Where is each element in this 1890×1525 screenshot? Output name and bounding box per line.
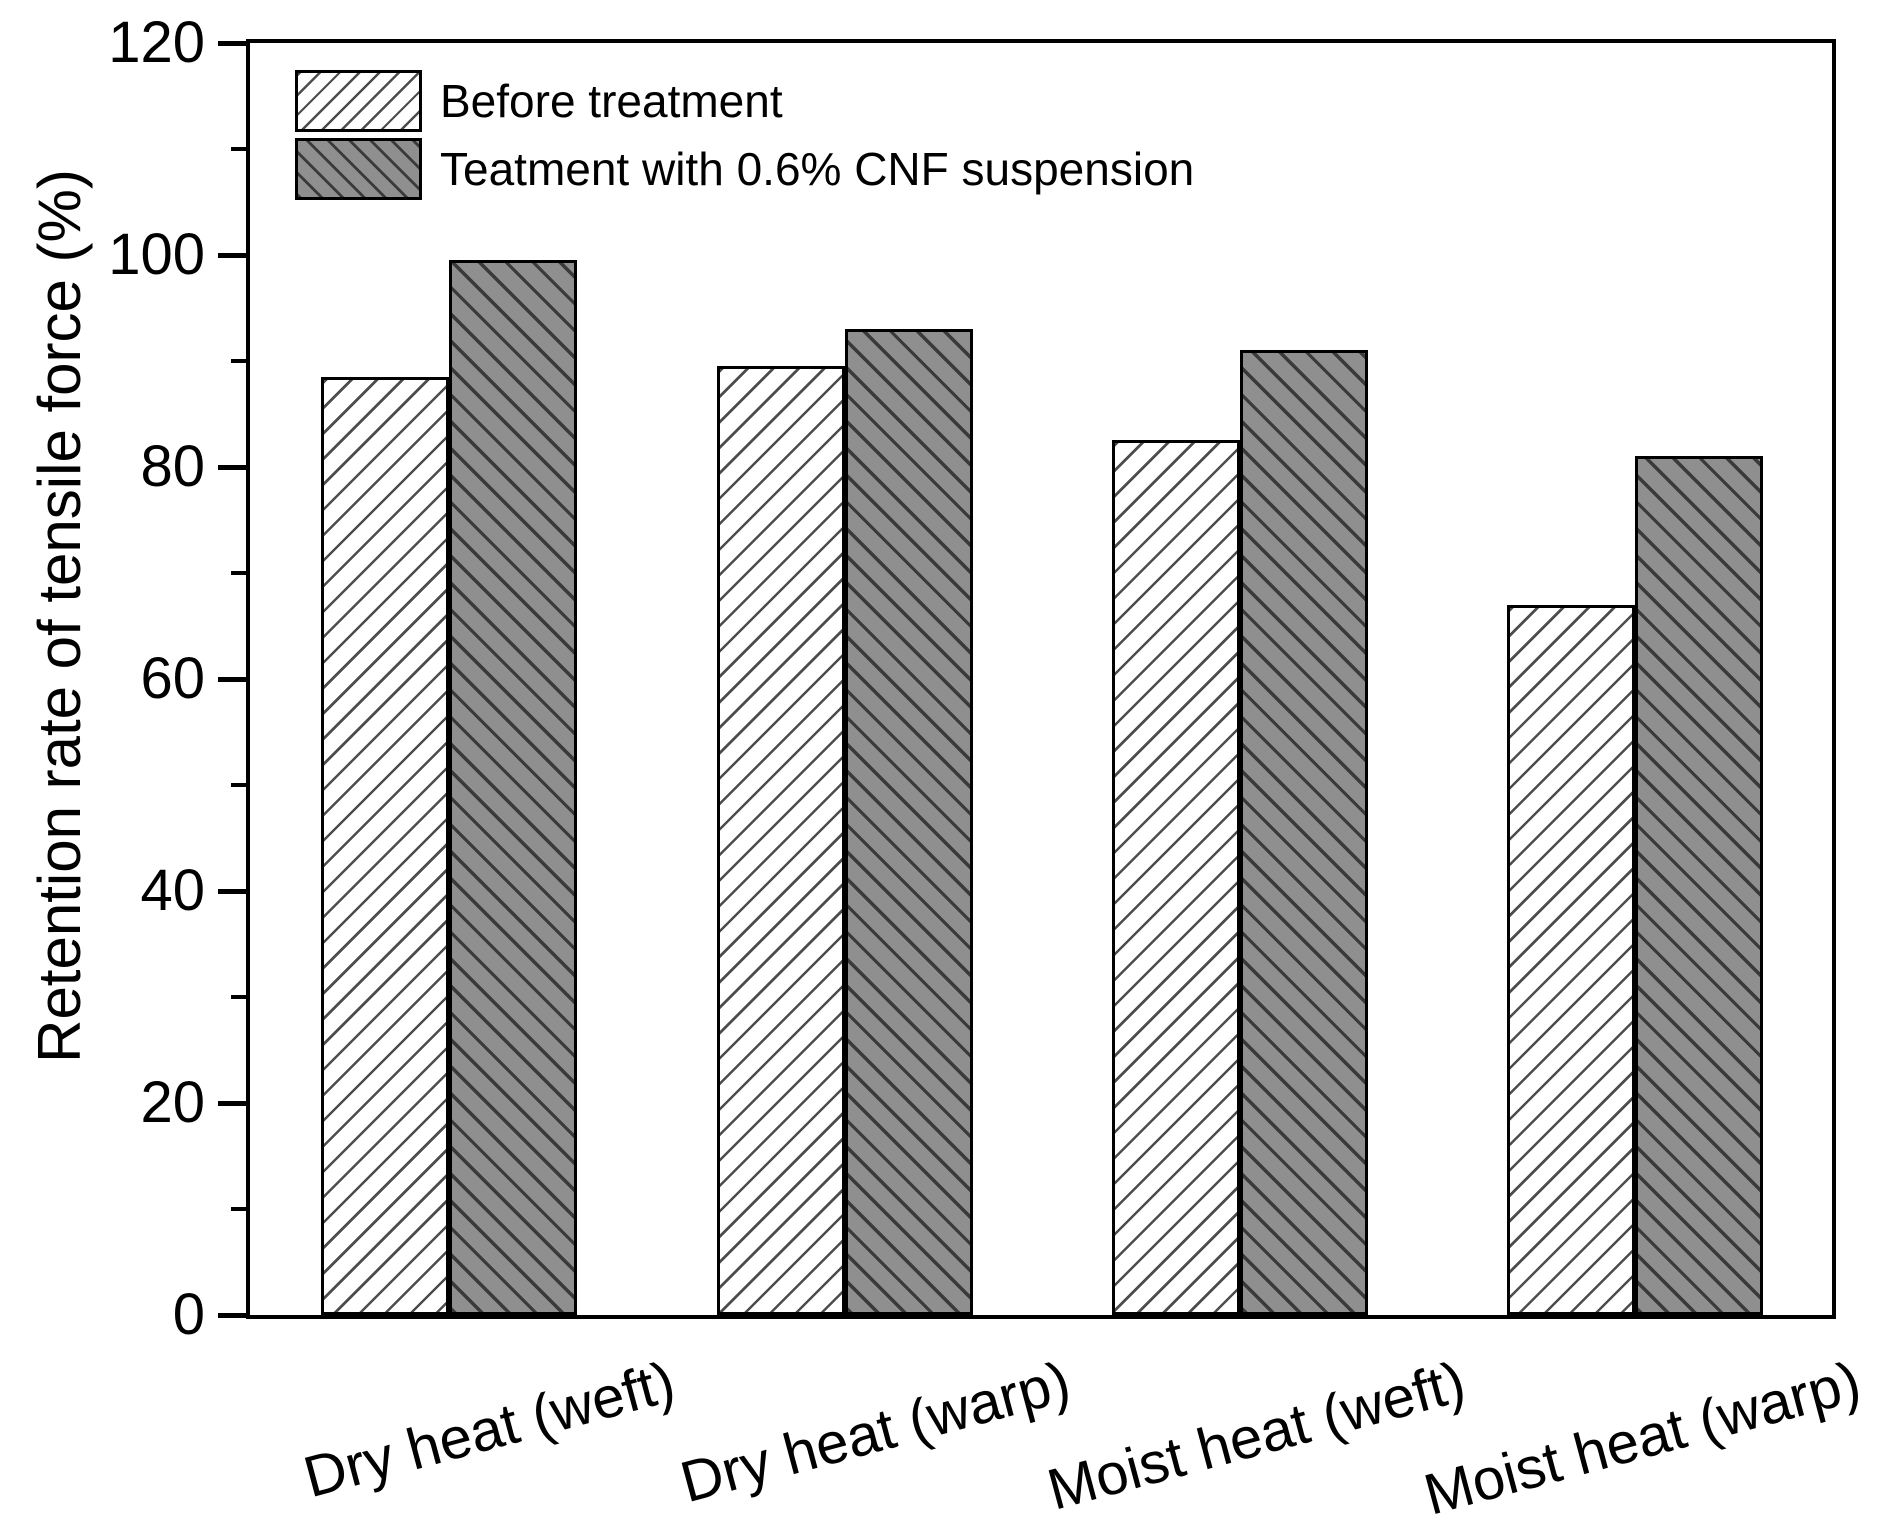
bar-before-treatment-moist-heat-warp — [1507, 605, 1635, 1315]
y-minor-tick-110 — [231, 147, 246, 151]
bar-teatment-with-0-6-cnf-suspension-moist-heat-warp — [1635, 456, 1763, 1315]
x-tick-label-dry-heat-warp: Dry heat (warp) — [674, 1348, 1078, 1516]
legend-swatch-backward-hatch — [295, 138, 422, 200]
x-tick-label-moist-heat-warp: Moist heat (warp) — [1417, 1348, 1868, 1525]
y-major-tick-60 — [218, 676, 246, 682]
y-major-tick-100 — [218, 252, 246, 258]
y-tick-label-100: 100 — [108, 222, 205, 287]
y-tick-label-0: 0 — [172, 1282, 205, 1347]
plot-area — [246, 39, 1836, 1319]
bar-before-treatment-dry-heat-warp — [717, 366, 845, 1315]
legend-label-before-treatment: Before treatment — [440, 75, 783, 127]
legend: Before treatment Teatment with 0.6% CNF … — [295, 70, 1194, 206]
y-minor-tick-90 — [231, 359, 246, 363]
bar-before-treatment-moist-heat-weft — [1112, 440, 1240, 1315]
y-minor-tick-50 — [231, 783, 246, 787]
y-major-tick-0 — [218, 1312, 246, 1318]
y-tick-label-60: 60 — [140, 646, 205, 711]
y-minor-tick-70 — [231, 571, 246, 575]
y-tick-label-40: 40 — [140, 858, 205, 923]
y-tick-label-80: 80 — [140, 434, 205, 499]
y-tick-label-120: 120 — [108, 10, 205, 75]
legend-swatch-forward-hatch — [295, 70, 422, 132]
bar-before-treatment-dry-heat-weft — [321, 377, 449, 1315]
y-minor-tick-30 — [231, 995, 246, 999]
legend-label-cnf-treatment: Teatment with 0.6% CNF suspension — [440, 143, 1195, 195]
x-tick-label-moist-heat-weft: Moist heat (weft) — [1041, 1348, 1473, 1523]
y-major-tick-20 — [218, 1100, 246, 1106]
x-tick-label-dry-heat-weft: Dry heat (weft) — [296, 1348, 682, 1511]
y-tick-label-20: 20 — [140, 1070, 205, 1135]
bar-teatment-with-0-6-cnf-suspension-moist-heat-weft — [1240, 350, 1368, 1315]
legend-row-before-treatment: Before treatment — [295, 70, 1194, 132]
legend-row-cnf-treatment: Teatment with 0.6% CNF suspension — [295, 138, 1194, 200]
y-major-tick-80 — [218, 464, 246, 470]
bar-teatment-with-0-6-cnf-suspension-dry-heat-warp — [845, 329, 973, 1315]
bar-teatment-with-0-6-cnf-suspension-dry-heat-weft — [449, 260, 577, 1315]
y-minor-tick-10 — [231, 1207, 246, 1211]
y-major-tick-120 — [218, 40, 246, 46]
y-major-tick-40 — [218, 888, 246, 894]
